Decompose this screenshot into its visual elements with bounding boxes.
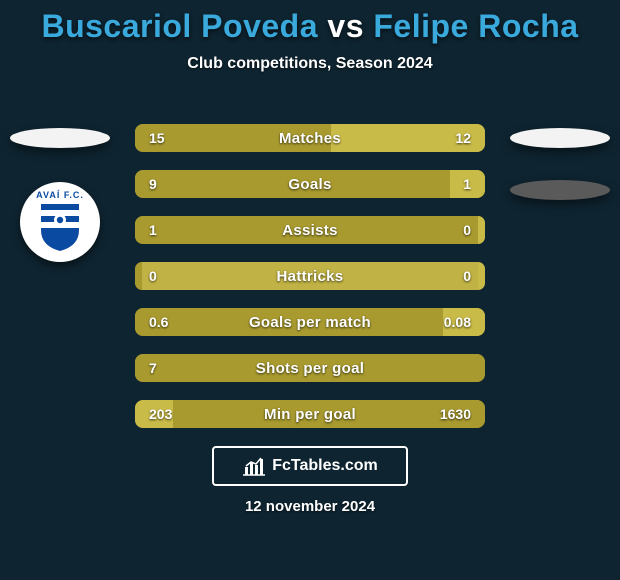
- stat-label: Assists: [135, 216, 485, 244]
- stats-container: 15 Matches 12 9 Goals 1 1 Assists 0 0 Ha…: [135, 124, 485, 446]
- stat-label: Goals per match: [135, 308, 485, 336]
- page-title: Buscariol Poveda vs Felipe Rocha: [0, 0, 620, 45]
- stat-bar-min-per-goal: 203 Min per goal 1630: [135, 400, 485, 428]
- stat-label: Hattricks: [135, 262, 485, 290]
- bar-chart-icon: [242, 456, 266, 476]
- date-text: 12 november 2024: [0, 498, 620, 515]
- vs-text: vs: [327, 8, 364, 44]
- player2-shirt-icon: [510, 128, 610, 148]
- player1-club-badge: AVAÍ F.C.: [20, 182, 100, 262]
- player1-name: Buscariol Poveda: [41, 8, 318, 44]
- stat-value-right: 12: [455, 124, 471, 152]
- stat-value-right: 0: [463, 262, 471, 290]
- player2-club-placeholder: [510, 180, 610, 200]
- stat-bar-shots-per-goal: 7 Shots per goal: [135, 354, 485, 382]
- subtitle: Club competitions, Season 2024: [0, 55, 620, 73]
- stat-bar-goals-per-match: 0.6 Goals per match 0.08: [135, 308, 485, 336]
- brand-text: FcTables.com: [272, 457, 378, 475]
- stat-value-right: 1: [463, 170, 471, 198]
- stat-value-right: 0.08: [444, 308, 471, 336]
- fctables-logo: FcTables.com: [212, 446, 408, 486]
- club-badge-text: AVAÍ F.C.: [20, 190, 100, 200]
- stat-value-right: 0: [463, 216, 471, 244]
- stat-value-right: 1630: [440, 400, 471, 428]
- stat-label: Goals: [135, 170, 485, 198]
- player1-shirt-icon: [10, 128, 110, 148]
- shield-icon: [37, 202, 83, 252]
- stat-bar-hattricks: 0 Hattricks 0: [135, 262, 485, 290]
- stat-label: Min per goal: [135, 400, 485, 428]
- stat-bar-assists: 1 Assists 0: [135, 216, 485, 244]
- stat-label: Shots per goal: [135, 354, 485, 382]
- stat-bar-matches: 15 Matches 12: [135, 124, 485, 152]
- stat-label: Matches: [135, 124, 485, 152]
- stat-bar-goals: 9 Goals 1: [135, 170, 485, 198]
- player2-name: Felipe Rocha: [373, 8, 578, 44]
